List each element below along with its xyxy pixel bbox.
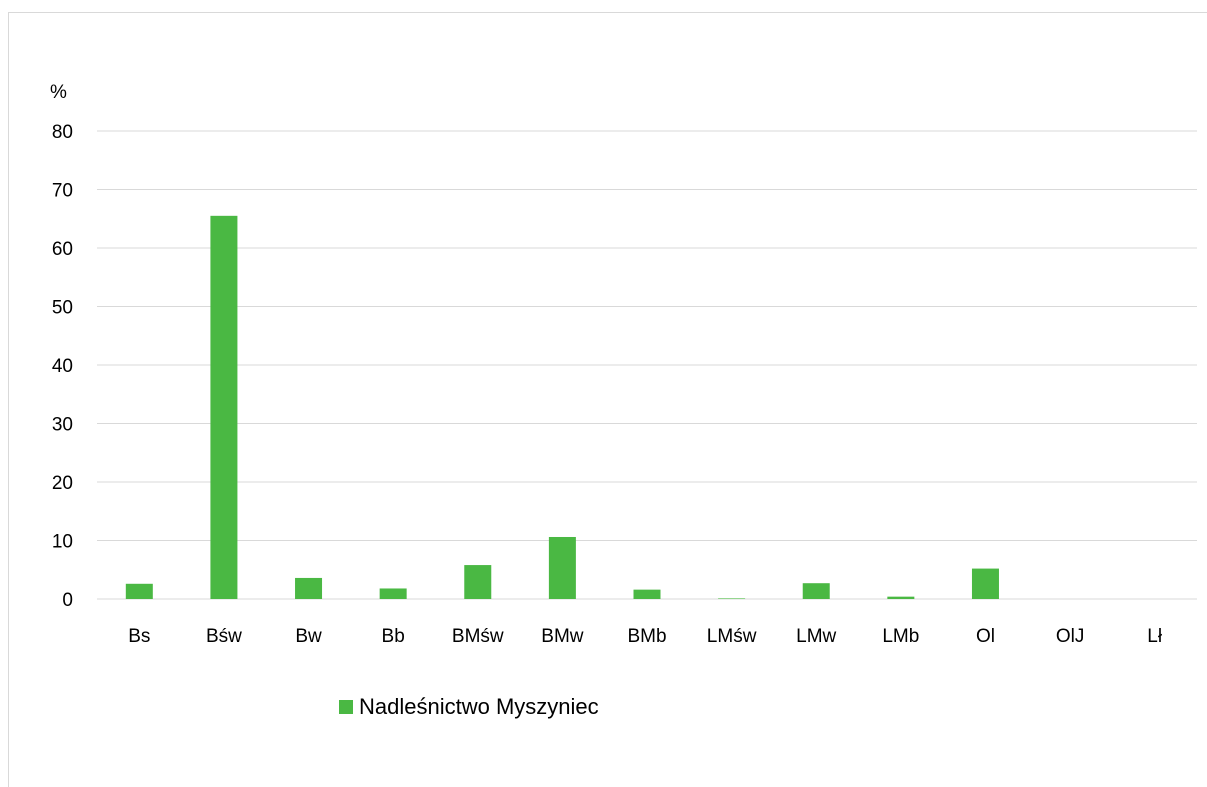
- x-tick-labels: Bs Bśw Bw Bb BMśw BMw BMb LMśw LMw LMb Ol OlJ Lł: [128, 626, 1163, 647]
- chart-frame: [8, 12, 1207, 787]
- bar-BMw: [548, 536, 576, 599]
- y-tick-label: 50: [52, 298, 73, 319]
- bars: [125, 215, 999, 599]
- legend: Nadleśnictwo Myszyniec: [339, 694, 599, 720]
- x-tick-label: OlJ: [1056, 626, 1085, 647]
- bar-LMw: [802, 583, 830, 599]
- bar-LMb: [887, 596, 915, 599]
- x-tick-label: LMb: [882, 626, 919, 647]
- y-tick-labels: 0 10 20 30 40 50 60 70 80: [52, 122, 73, 611]
- legend-label: Nadleśnictwo Myszyniec: [359, 694, 599, 719]
- bar-BMb: [633, 589, 661, 599]
- bar-Bw: [295, 577, 323, 599]
- y-tick-label: 40: [52, 356, 73, 377]
- x-tick-label: BMw: [541, 626, 584, 647]
- y-axis-label: %: [50, 82, 67, 103]
- x-tick-label: Bs: [128, 626, 150, 647]
- x-tick-label: Lł: [1147, 626, 1163, 647]
- x-tick-label: Ol: [976, 626, 995, 647]
- x-tick-label: Bb: [382, 626, 405, 647]
- bar-Ol: [971, 568, 999, 599]
- y-tick-label: 10: [52, 532, 73, 553]
- bar-Bb: [379, 588, 407, 599]
- x-tick-label: BMśw: [452, 626, 504, 647]
- bar-BMśw: [464, 565, 492, 599]
- y-tick-label: 80: [52, 122, 73, 143]
- y-tick-label: 20: [52, 473, 73, 494]
- x-tick-label: Bw: [295, 626, 322, 647]
- x-tick-label: Bśw: [206, 626, 242, 647]
- y-tick-label: 70: [52, 181, 73, 202]
- bar-Bśw: [210, 215, 238, 599]
- gridlines: [97, 130, 1197, 600]
- x-tick-label: LMw: [796, 626, 836, 647]
- legend-swatch: [339, 700, 353, 714]
- bar-Bs: [125, 583, 153, 599]
- x-tick-label: BMb: [627, 626, 666, 647]
- x-tick-label: LMśw: [707, 626, 757, 647]
- y-tick-label: 0: [62, 590, 73, 611]
- bar-LMśw: [718, 598, 746, 599]
- y-tick-label: 60: [52, 239, 73, 260]
- y-tick-label: 30: [52, 415, 73, 436]
